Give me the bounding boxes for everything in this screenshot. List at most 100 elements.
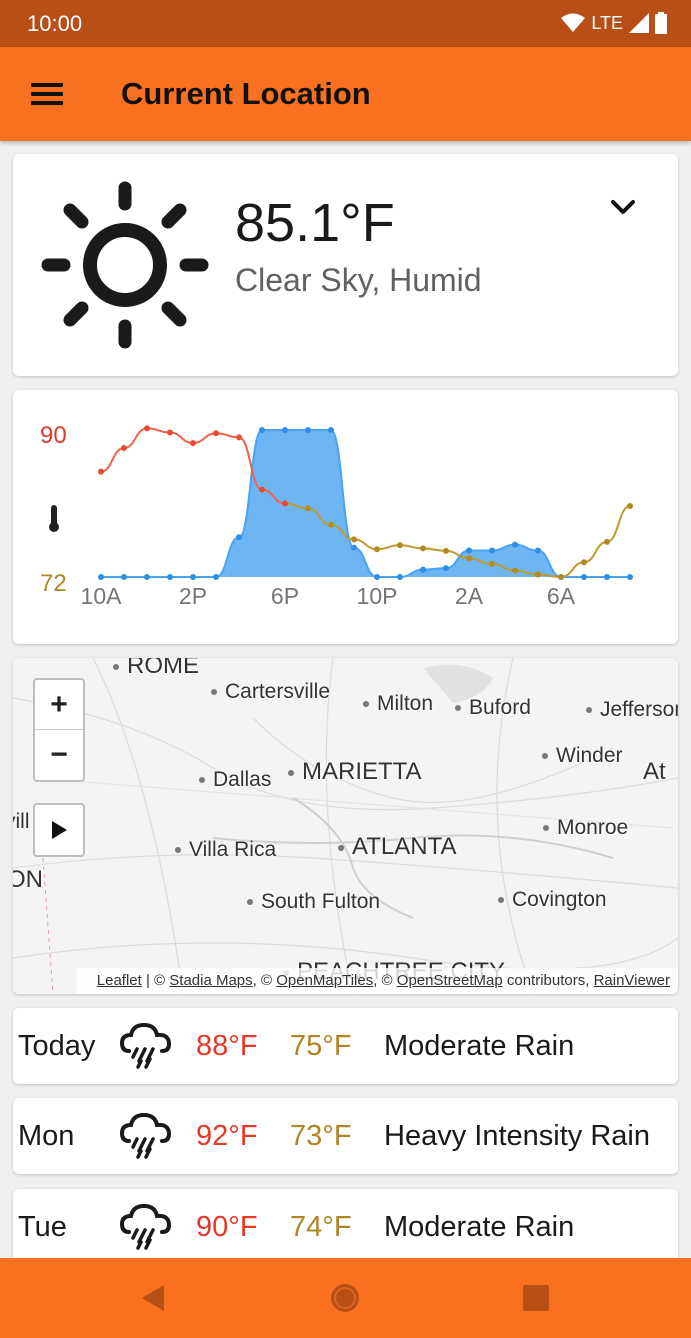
map-place-name: Dallas xyxy=(213,768,272,791)
forecast-day: Tue xyxy=(18,1211,67,1243)
map-place-name: Milton xyxy=(377,692,434,715)
precipitation-point xyxy=(121,574,127,580)
hourly-chart: 90 72 10A 2P 6P 10P 2A 6A xyxy=(40,422,633,609)
x-tick-label: 2A xyxy=(455,583,484,609)
map-tiles[interactable] xyxy=(13,658,678,994)
current-condition: Clear Sky, Humid xyxy=(235,262,482,298)
zoom-control: + − xyxy=(33,678,85,782)
thermometer-icon xyxy=(49,505,59,532)
temperature-point xyxy=(374,546,380,553)
map-place-dot xyxy=(247,899,253,906)
map-place-label: South Fulton xyxy=(247,890,380,914)
precipitation-point xyxy=(627,574,633,580)
current-temperature: 85.1°F xyxy=(235,193,395,253)
precipitation-point xyxy=(351,544,357,551)
radar-map[interactable]: ROME Cartersville Milton Buford Jefferson Win… xyxy=(13,658,678,994)
rainviewer-link[interactable]: RainViewer xyxy=(593,972,670,989)
hamburger-menu-icon[interactable] xyxy=(25,77,69,111)
precipitation-line xyxy=(100,429,631,578)
map-place-dot xyxy=(175,847,181,854)
x-tick-label: 6A xyxy=(547,583,576,609)
map-place-label: Buford xyxy=(455,696,531,720)
x-tick-label: 10A xyxy=(81,583,123,609)
map-attribution: Leaflet | © Stadia Maps, © OpenMapTiles,… xyxy=(76,968,678,994)
temperature-line-segment xyxy=(192,432,217,445)
map-place-label: ROME xyxy=(113,658,199,680)
y-top-label: 90 xyxy=(40,422,67,449)
x-tick-label: 2P xyxy=(179,583,207,609)
map-place-dot xyxy=(543,825,549,832)
battery-icon xyxy=(655,12,667,34)
temperature-line-segment xyxy=(606,504,631,543)
temperature-point xyxy=(397,542,403,549)
map-place-label: Jefferson xyxy=(586,698,678,722)
play-button[interactable] xyxy=(33,803,85,857)
chevron-down-icon[interactable] xyxy=(603,192,643,226)
temperature-line-segment xyxy=(146,427,171,434)
temperature-line-segment xyxy=(583,540,608,564)
precipitation-point xyxy=(512,541,518,548)
map-place-label: MARIETTA xyxy=(288,758,422,786)
attribution-text: , © xyxy=(252,972,277,989)
map-place-dot xyxy=(211,689,217,696)
map-place-name: vill xyxy=(13,810,30,833)
precipitation-point xyxy=(466,547,472,554)
precipitation-point xyxy=(604,574,610,580)
map-place-dot xyxy=(542,753,548,760)
map-place-dot xyxy=(288,769,294,776)
zoom-out-button[interactable]: − xyxy=(50,738,68,771)
back-icon[interactable] xyxy=(136,1280,172,1316)
precipitation-point xyxy=(397,574,403,580)
play-icon xyxy=(52,821,67,839)
forecast-row[interactable]: Tue 90°F 74°F Moderate Rain xyxy=(13,1189,678,1265)
openstreetmap-link[interactable]: OpenStreetMap xyxy=(396,972,503,989)
map-place-label: Covington xyxy=(498,888,607,912)
precipitation-point xyxy=(535,547,541,554)
temperature-line-segment xyxy=(560,561,585,578)
temperature-line-segment xyxy=(169,431,194,445)
forecast-low: 74°F xyxy=(290,1211,352,1243)
temperature-line-segment xyxy=(238,436,263,491)
system-nav-bar xyxy=(0,1258,691,1338)
temperature-point xyxy=(627,502,633,509)
forecast-row[interactable]: Today 88°F 75°F Moderate Rain xyxy=(13,1008,678,1084)
precipitation-point xyxy=(489,547,495,554)
map-place-label: vill xyxy=(13,810,30,834)
precipitation-point xyxy=(282,427,288,433)
leaflet-link[interactable]: Leaflet xyxy=(96,972,142,989)
home-icon[interactable] xyxy=(327,1280,363,1316)
forecast-high: 92°F xyxy=(196,1120,258,1152)
recents-icon[interactable] xyxy=(518,1280,554,1316)
stadia-link[interactable]: Stadia Maps xyxy=(169,972,253,989)
precipitation-area xyxy=(101,430,630,577)
temperature-point xyxy=(144,425,150,432)
signal-icon xyxy=(629,13,649,33)
temperature-point xyxy=(558,574,564,580)
attribution-text: , © xyxy=(373,972,397,989)
forecast-condition: Moderate Rain xyxy=(384,1211,575,1243)
current-weather-card[interactable]: 85.1°F Clear Sky, Humid xyxy=(13,154,678,376)
forecast-day: Today xyxy=(18,1030,96,1062)
forecast-row[interactable]: Mon 92°F 73°F Heavy Intensity Rain xyxy=(13,1098,678,1174)
zoom-in-button[interactable]: + xyxy=(35,680,83,730)
map-place-label: ATLANTA xyxy=(338,833,456,861)
precipitation-point xyxy=(420,566,426,573)
map-place-name: South Fulton xyxy=(261,890,381,913)
forecast-condition: Heavy Intensity Rain xyxy=(384,1120,650,1152)
sun-icon xyxy=(41,181,209,349)
precipitation-point xyxy=(98,574,104,580)
temperature-line-segment xyxy=(215,432,240,439)
status-bar: 10:00 LTE xyxy=(0,0,691,47)
temperature-point xyxy=(489,560,495,567)
map-place-label: Dallas xyxy=(199,768,271,792)
map-place-dot xyxy=(363,701,369,708)
temperature-point xyxy=(305,505,311,512)
rain-cloud-icon xyxy=(120,1113,171,1159)
rain-cloud-icon xyxy=(120,1204,171,1250)
openmaptiles-link[interactable]: OpenMapTiles xyxy=(276,972,374,989)
map-place-label: Winder xyxy=(542,744,623,768)
precipitation-point xyxy=(328,427,334,433)
precipitation-point xyxy=(443,565,449,572)
precipitation-point xyxy=(374,574,380,580)
map-place-dot xyxy=(586,707,592,714)
